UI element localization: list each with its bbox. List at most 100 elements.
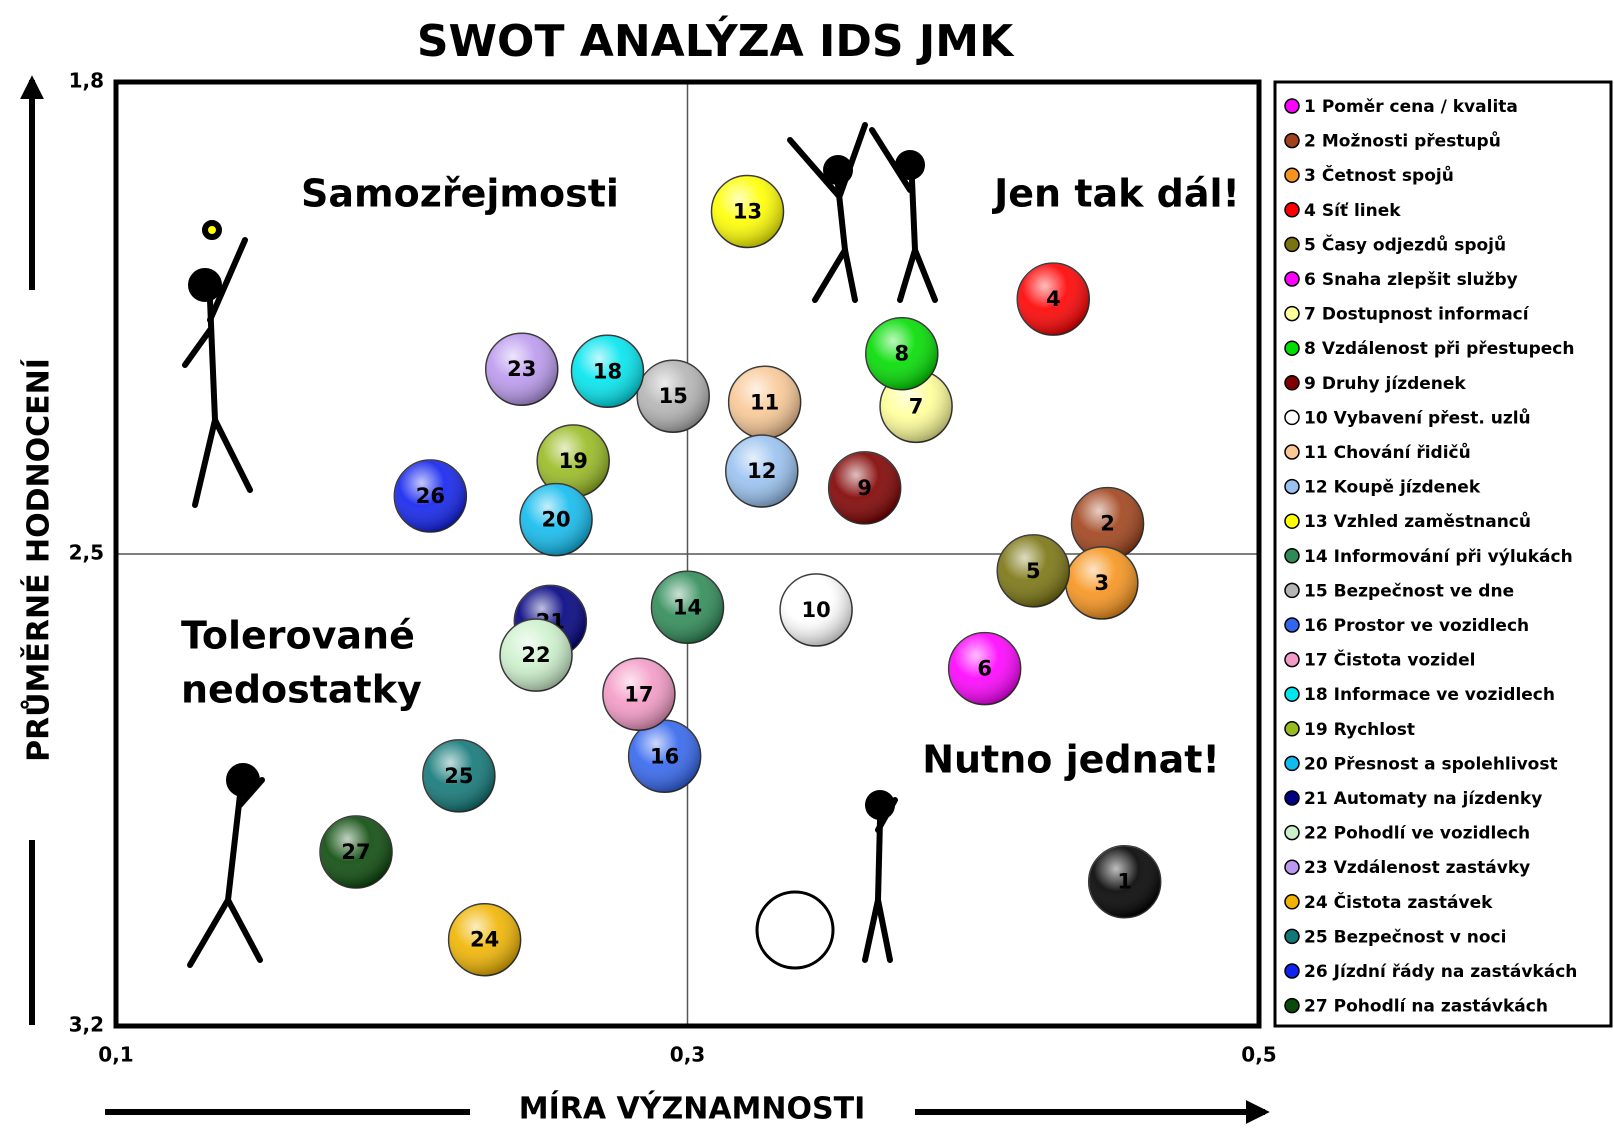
bubble-shine bbox=[1088, 845, 1161, 918]
bubble-label: 13 bbox=[733, 199, 762, 223]
bubble-label: 10 bbox=[801, 598, 830, 622]
bubble: 5 bbox=[996, 534, 1071, 608]
bubble: 14 bbox=[650, 570, 725, 645]
bubble-shine bbox=[728, 366, 801, 439]
bubble: 19 bbox=[536, 424, 610, 498]
legend-id: 7 bbox=[1304, 305, 1316, 325]
quadrant-label: Jen tak dál! bbox=[991, 172, 1240, 216]
legend-name: Snaha zlepšit služby bbox=[1322, 270, 1518, 290]
bubble-label: 12 bbox=[747, 459, 776, 483]
legend-entry: 1 Poměr cena / kvalita bbox=[1304, 97, 1518, 117]
legend-name: Pohodlí ve vozidlech bbox=[1334, 824, 1530, 844]
bubble: 2 bbox=[1070, 486, 1145, 561]
decoration bbox=[182, 122, 938, 968]
legend-id: 3 bbox=[1304, 166, 1316, 186]
legend-marker bbox=[1284, 513, 1300, 529]
legend-marker bbox=[1284, 340, 1300, 356]
bubble-label: 17 bbox=[624, 682, 653, 706]
legend-entry: 12 Koupě jízdenek bbox=[1304, 478, 1481, 498]
bubble-shine bbox=[602, 658, 675, 731]
bubble: 18 bbox=[570, 334, 645, 409]
legend-name: Informace ve vozidlech bbox=[1334, 685, 1555, 705]
bubble-label: 4 bbox=[1046, 287, 1061, 311]
legend-entry: 13 Vzhled zaměstnanců bbox=[1304, 510, 1531, 532]
legend-name: Vybavení přest. uzlů bbox=[1334, 406, 1531, 428]
x-axis-label: MÍRA VÝZNAMNOSTI bbox=[519, 1090, 866, 1127]
legend-marker bbox=[1284, 305, 1300, 322]
legend-entry: 17 Čistota vozidel bbox=[1304, 649, 1475, 671]
bubble-shine bbox=[997, 534, 1070, 607]
legend-name: Druhy jízdenek bbox=[1322, 374, 1467, 394]
legend-name: Koupě jízdenek bbox=[1334, 478, 1481, 498]
legend-id: 20 bbox=[1304, 754, 1328, 774]
bubble-label: 9 bbox=[857, 476, 872, 500]
legend-id: 6 bbox=[1304, 270, 1316, 290]
bubble-label: 3 bbox=[1095, 571, 1110, 595]
legend-marker bbox=[1284, 444, 1300, 460]
bubble: 25 bbox=[422, 739, 496, 813]
legend-entry: 8 Vzdálenost při přestupech bbox=[1304, 339, 1574, 359]
bubble-shine bbox=[320, 816, 393, 889]
legend-marker bbox=[1284, 478, 1300, 495]
bubble-shine bbox=[828, 451, 901, 524]
legend-name: Dostupnost informací bbox=[1322, 305, 1530, 325]
bubble: 27 bbox=[319, 815, 393, 889]
legend-name: Možnosti přestupů bbox=[1322, 130, 1501, 152]
legend-marker bbox=[1284, 755, 1300, 772]
bubble-label: 26 bbox=[416, 484, 445, 508]
bubble-label: 11 bbox=[750, 390, 779, 414]
bubble: 9 bbox=[827, 451, 902, 525]
bubble-label: 23 bbox=[507, 357, 536, 381]
legend-id: 1 bbox=[1304, 97, 1316, 117]
legend-entry: 15 Bezpečnost ve dne bbox=[1304, 581, 1514, 601]
bubble-label: 5 bbox=[1026, 559, 1041, 583]
legend-id: 25 bbox=[1304, 927, 1328, 947]
legend-id: 2 bbox=[1304, 132, 1316, 152]
bubble: 4 bbox=[1016, 262, 1091, 336]
legend-marker bbox=[1284, 859, 1300, 875]
bubble: 15 bbox=[636, 359, 710, 433]
y-axis-label: PRŮMĚRNÉ HODNOCENÍ bbox=[20, 358, 57, 762]
legend-marker bbox=[1284, 928, 1300, 945]
legend-name: Vzhled zaměstnanců bbox=[1334, 510, 1531, 532]
legend-marker bbox=[1284, 236, 1300, 253]
legend-marker bbox=[1284, 167, 1300, 183]
bubble-label: 2 bbox=[1100, 512, 1115, 536]
bubble: 12 bbox=[725, 434, 799, 508]
bubble: 1 bbox=[1087, 844, 1162, 919]
legend-id: 8 bbox=[1304, 339, 1316, 359]
legend-id: 13 bbox=[1304, 512, 1328, 532]
legend-entry: 16 Prostor ve vozidlech bbox=[1304, 616, 1529, 636]
legend-entry: 2 Možnosti přestupů bbox=[1304, 130, 1501, 152]
bubble-label: 24 bbox=[470, 928, 499, 952]
bubble-label: 8 bbox=[895, 342, 910, 366]
bubble-shine bbox=[500, 619, 573, 692]
legend-entry: 25 Bezpečnost v noci bbox=[1304, 927, 1506, 947]
legend-id: 18 bbox=[1304, 685, 1328, 705]
legend-marker bbox=[1284, 132, 1300, 149]
legend-id: 19 bbox=[1304, 720, 1328, 740]
legend-marker bbox=[1284, 617, 1300, 633]
quadrant-label: Nutno jednat! bbox=[922, 738, 1220, 782]
legend-marker bbox=[1284, 997, 1300, 1014]
legend-id: 27 bbox=[1304, 997, 1328, 1017]
legend-entry: 4 Síť linek bbox=[1304, 201, 1401, 221]
bubble-shine bbox=[948, 632, 1021, 705]
legend-name: Informování při výlukách bbox=[1334, 547, 1573, 567]
bubble-label: 16 bbox=[650, 744, 679, 768]
legend-marker bbox=[1284, 721, 1300, 737]
legend-marker bbox=[1284, 375, 1300, 391]
legend-name: Síť linek bbox=[1322, 201, 1401, 221]
legend-name: Prostor ve vozidlech bbox=[1334, 616, 1529, 636]
bubble-shine bbox=[571, 335, 644, 408]
bubble-shine bbox=[448, 903, 521, 976]
legend-id: 14 bbox=[1304, 547, 1328, 567]
bubble: 24 bbox=[447, 902, 522, 977]
bubble-shine bbox=[422, 739, 495, 812]
bubble: 20 bbox=[519, 482, 593, 557]
legend-entry: 18 Informace ve vozidlech bbox=[1304, 685, 1555, 705]
legend-id: 24 bbox=[1304, 893, 1328, 913]
legend-entry: 14 Informování při výlukách bbox=[1304, 547, 1573, 567]
legend-entry: 5 Časy odjezdů spojů bbox=[1304, 233, 1506, 255]
legend-name: Časy odjezdů spojů bbox=[1322, 233, 1506, 255]
